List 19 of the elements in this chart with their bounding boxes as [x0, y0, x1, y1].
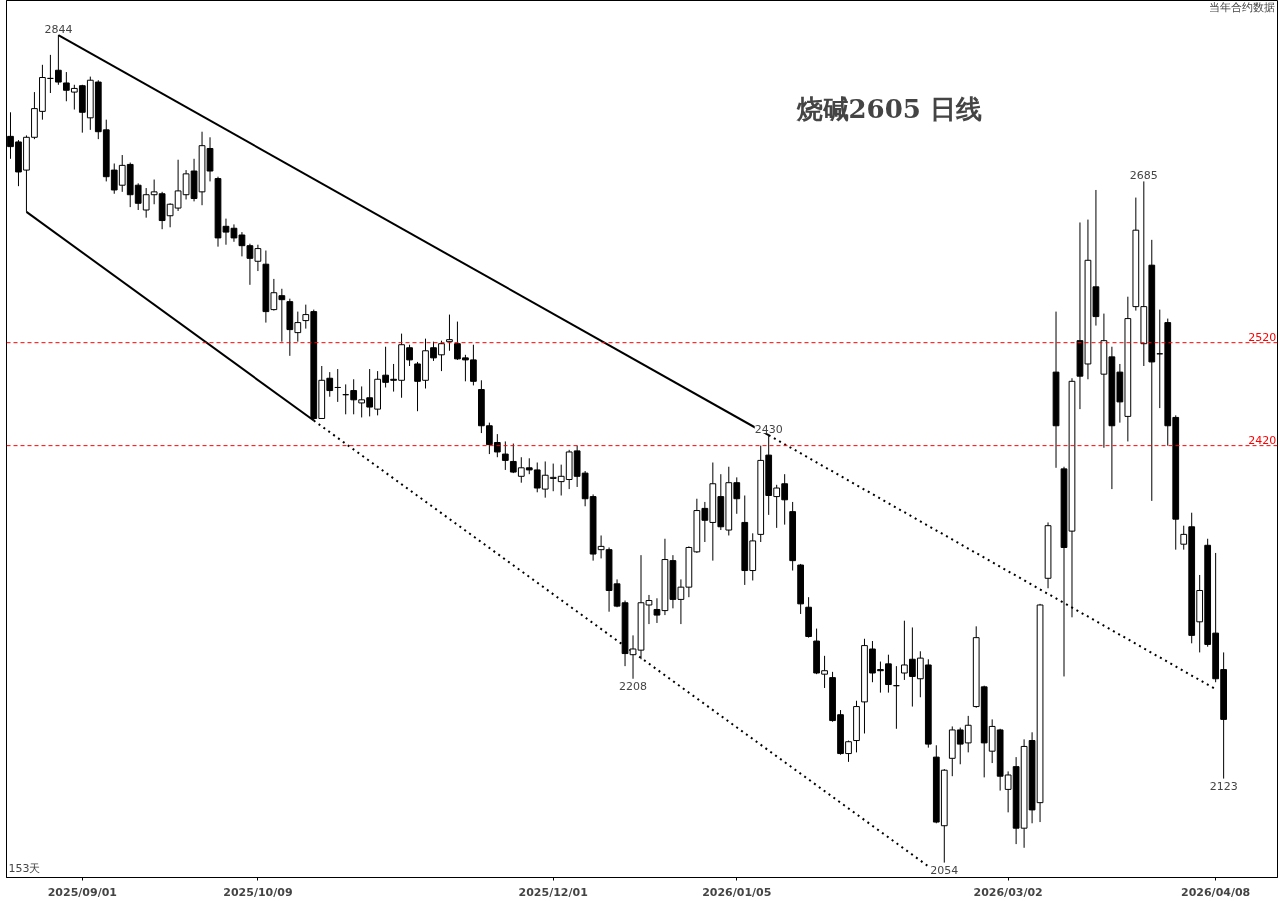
annotation: 153天: [8, 861, 41, 875]
annotation: 2054: [930, 863, 959, 877]
annotation: 2844: [44, 23, 73, 37]
ref-line-label: 2520: [1248, 330, 1277, 344]
annotation: 2123: [1209, 779, 1238, 793]
x-tick-label: 2026/04/08: [1181, 885, 1251, 899]
x-tick-label: 2025/09/01: [47, 885, 117, 899]
candlestick: [446, 314, 453, 352]
candlestick: [501, 440, 509, 471]
x-tick-label: 2026/03/02: [973, 885, 1043, 899]
text: 烧碱2605 日线: [795, 93, 982, 124]
annotation: 2430: [754, 423, 783, 437]
annotation: 2208: [619, 679, 648, 693]
x-tick-label: 2025/10/09: [223, 885, 293, 899]
x-tick-label: 2025/12/01: [518, 885, 588, 899]
ref-line-label: 2420: [1248, 433, 1277, 447]
annotation: 2685: [1129, 169, 1158, 183]
x-tick-label: 2026/01/05: [702, 885, 772, 899]
annotation: 当年合约数据: [1208, 0, 1275, 14]
